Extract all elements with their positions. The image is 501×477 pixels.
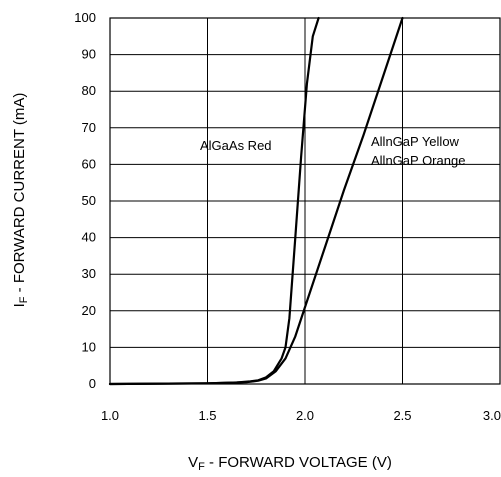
x-tick-label: 3.0 [483,408,501,423]
y-axis-title: IF - FORWARD CURRENT (mA) [11,93,30,308]
x-tick-label: 2.5 [393,408,411,423]
y-tick-label: 50 [82,193,96,208]
y-tick-labels: 0 10 20 30 40 50 60 70 80 90 100 [74,10,96,391]
series-line-2 [108,16,404,386]
y-axis-text: - FORWARD CURRENT (mA) [11,93,28,297]
y-tick-label: 70 [82,120,96,135]
y-tick-label: 80 [82,83,96,98]
y-tick-label: 10 [82,339,96,354]
x-tick-label: 1.5 [198,408,216,423]
x-axis-symbol: V [188,454,198,471]
y-tick-label: 90 [82,47,96,62]
plot-frame [109,17,501,385]
x-tick-label: 2.0 [296,408,314,423]
y-tick-label: 40 [82,230,96,245]
y-tick-label: 20 [82,303,96,318]
grid-lines [110,18,500,384]
x-tick-label: 1.0 [101,408,119,423]
annotation-allngap-yellow: AllnGaP Yellow [371,134,460,149]
x-tick-labels: 1.0 1.5 2.0 2.5 3.0 [101,408,501,423]
annotation-algaas-red: AlGaAs Red [200,138,272,153]
y-tick-label: 100 [74,10,96,25]
y-tick-label: 60 [82,156,96,171]
annotation-allngap-orange: AllnGaP Orange [371,153,465,168]
x-axis-title: VF - FORWARD VOLTAGE (V) [188,454,392,473]
y-axis-subscript: F [18,296,30,303]
y-axis-symbol: I [11,303,28,307]
y-tick-label: 30 [82,266,96,281]
x-axis-text: - FORWARD VOLTAGE (V) [205,454,392,471]
series-lines [108,16,404,386]
y-tick-label: 0 [89,376,96,391]
x-axis-subscript: F [198,461,205,473]
